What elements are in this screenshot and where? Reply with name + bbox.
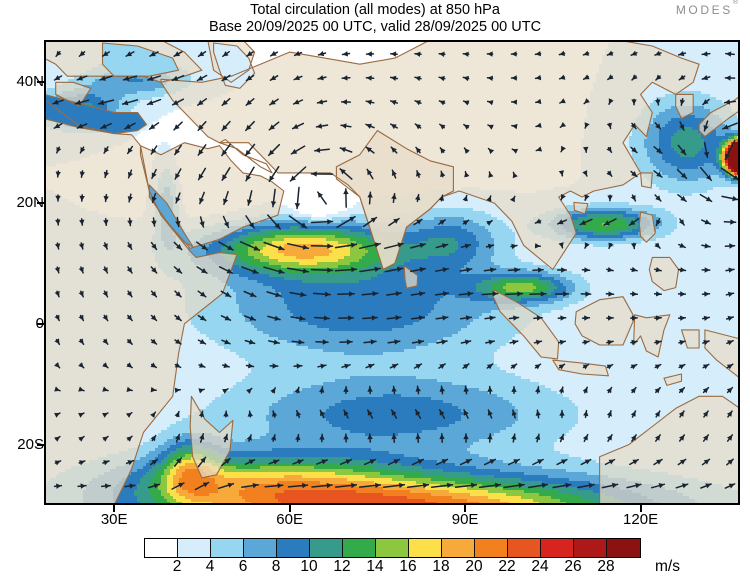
colorbar-unit-label: m/s	[655, 558, 680, 576]
colorbar-segment	[541, 539, 574, 557]
colorbar-segment	[343, 539, 376, 557]
longitude-tick-label: 120E	[623, 511, 658, 528]
colorbar-segment	[508, 539, 541, 557]
longitude-axis: 30E 60E 90E 120E	[44, 505, 740, 533]
title-block: Total circulation (all modes) at 850 hPa…	[0, 0, 750, 36]
colorbar-tick-label: 18	[432, 558, 449, 576]
colorbar-tick-label: 2	[173, 558, 182, 576]
colorbar-tick-label: 26	[564, 558, 581, 576]
colorbar-segment	[178, 539, 211, 557]
latitude-axis: 40N 20N 0 20S	[0, 40, 44, 505]
latitude-tick-label: 20S	[6, 436, 44, 453]
map-plot-area[interactable]	[44, 40, 740, 505]
colorbar-tick-label: 20	[465, 558, 482, 576]
colorbar-tick-label: 14	[366, 558, 383, 576]
colorbar-segment	[244, 539, 277, 557]
latitude-tick-label: 40N	[6, 73, 44, 90]
colorbar-segment	[376, 539, 409, 557]
colorbar-tick-label: 8	[272, 558, 281, 576]
longitude-tick-label: 90E	[452, 511, 479, 528]
colorbar-tick-label: 16	[399, 558, 416, 576]
wind-speed-map	[44, 40, 740, 505]
colorbar-tick-label: 12	[333, 558, 350, 576]
colorbar-segment	[574, 539, 607, 557]
colorbar-segment	[409, 539, 442, 557]
colorbar-segment	[607, 539, 640, 557]
latitude-tick-label: 20N	[6, 194, 44, 211]
colorbar-tick-label: 4	[206, 558, 215, 576]
latitude-tick-label: 0	[6, 315, 44, 332]
colorbar-segment	[310, 539, 343, 557]
colorbar-segment	[475, 539, 508, 557]
colorbar-tick-label: 10	[300, 558, 317, 576]
colorbar-segment	[211, 539, 244, 557]
colorbar-tick-label: 28	[597, 558, 614, 576]
brand-text: MODES	[676, 3, 733, 17]
colorbar-segment	[145, 539, 178, 557]
colorbar-tick-label: 22	[498, 558, 515, 576]
page-subtitle: Base 20/09/2025 00 UTC, valid 28/09/2025…	[0, 19, 750, 36]
brand-mark: ®	[733, 0, 738, 6]
colorbar-tick-label: 6	[239, 558, 248, 576]
colorbar-segment	[442, 539, 475, 557]
modes-logo: MODES®	[676, 3, 738, 17]
longitude-tick-label: 30E	[101, 511, 128, 528]
colorbar-swatches	[144, 538, 641, 558]
colorbar-tick-label: 24	[531, 558, 548, 576]
longitude-tick-label: 60E	[276, 511, 303, 528]
colorbar-segment	[277, 539, 310, 557]
page-title: Total circulation (all modes) at 850 hPa	[0, 2, 750, 19]
